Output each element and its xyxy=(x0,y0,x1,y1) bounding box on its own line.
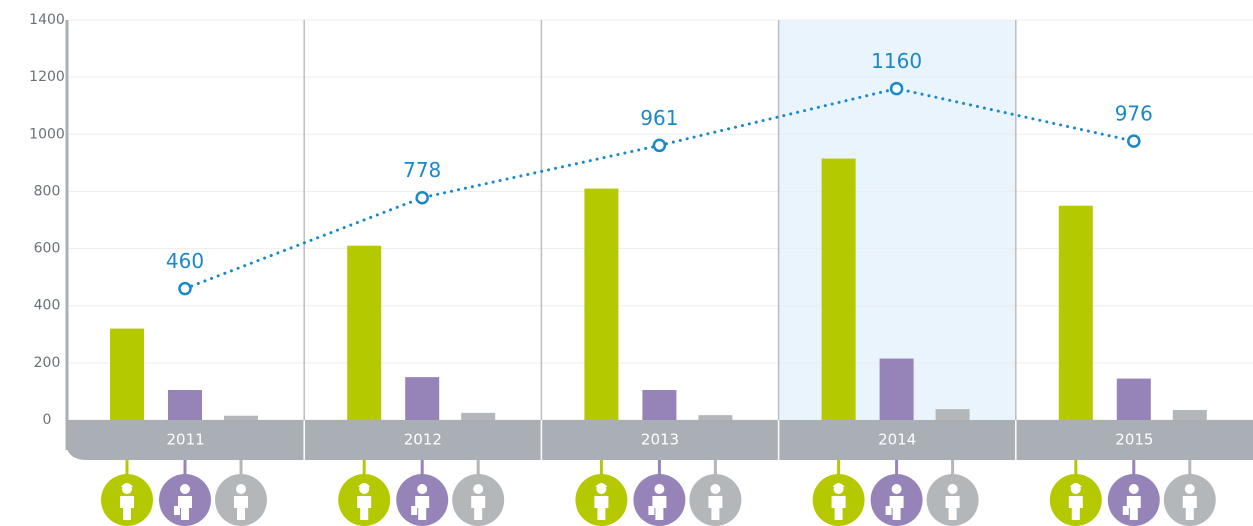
y-tick-label: 1400 xyxy=(29,12,65,28)
icon-body xyxy=(652,496,667,520)
icon-case xyxy=(885,506,892,515)
icon-case xyxy=(648,506,655,515)
icon-head xyxy=(417,484,428,494)
bar xyxy=(1058,205,1093,420)
y-tick-label: 1000 xyxy=(29,126,65,142)
bar xyxy=(347,245,382,420)
icon-head xyxy=(891,484,902,494)
icon-head xyxy=(473,484,484,494)
bar xyxy=(168,390,202,420)
bar xyxy=(461,412,496,420)
person-icon xyxy=(926,474,979,526)
data-label: 976 xyxy=(1115,102,1153,126)
line-marker xyxy=(889,81,904,96)
icon-body xyxy=(945,496,960,520)
icon-body xyxy=(178,496,192,520)
person-icon xyxy=(870,474,923,526)
icon-case xyxy=(411,506,418,515)
y-tick-label: 0 xyxy=(43,412,52,428)
data-label: 460 xyxy=(166,249,204,273)
person-icon xyxy=(101,474,153,526)
icon-helmet xyxy=(121,483,133,487)
line-marker xyxy=(652,138,667,153)
icon-body xyxy=(831,496,846,520)
bar xyxy=(821,158,856,421)
icon-head xyxy=(1184,484,1195,494)
data-label: 1160 xyxy=(871,49,922,73)
icon-helmet xyxy=(1069,483,1082,487)
bar xyxy=(224,415,258,420)
bar xyxy=(698,415,733,420)
icon-helmet xyxy=(832,483,845,487)
y-tick-label: 400 xyxy=(34,298,61,314)
line-marker xyxy=(178,281,192,296)
bar xyxy=(642,390,677,420)
person-icon xyxy=(1163,474,1216,526)
bar xyxy=(935,409,970,420)
person-icon xyxy=(396,474,449,526)
icon-body xyxy=(471,496,486,520)
person-icon xyxy=(633,474,686,526)
person-icon xyxy=(1107,474,1160,526)
y-tick-label: 800 xyxy=(34,183,61,199)
y-tick-label: 200 xyxy=(34,355,61,371)
x-tick-label: 2013 xyxy=(641,431,679,449)
person-icon xyxy=(452,474,505,526)
icon-body xyxy=(594,496,609,520)
icon-case xyxy=(174,506,180,515)
icon-head xyxy=(654,484,665,494)
icon-body xyxy=(1126,496,1141,520)
data-label: 778 xyxy=(403,158,441,182)
x-tick-label: 2015 xyxy=(1115,431,1153,449)
icon-body xyxy=(708,496,723,520)
icon-body xyxy=(415,496,430,520)
icon-body xyxy=(1182,496,1197,520)
y-tick-label: 600 xyxy=(34,241,61,257)
person-icon xyxy=(338,474,391,526)
icon-body xyxy=(120,496,134,520)
person-icon xyxy=(812,474,865,526)
icon-helmet xyxy=(595,483,608,487)
icon-body xyxy=(889,496,904,520)
x-tick-label: 2012 xyxy=(404,431,442,449)
line-marker xyxy=(1127,134,1141,148)
x-tick-label: 2014 xyxy=(878,431,916,449)
icon-head xyxy=(236,484,246,494)
person-icon xyxy=(215,474,267,526)
year-band xyxy=(65,420,1253,460)
icon-head xyxy=(1128,484,1139,494)
y-tick-label: 1200 xyxy=(29,69,65,85)
person-icon xyxy=(159,474,211,526)
person-icon xyxy=(575,474,628,526)
person-icon xyxy=(1049,474,1102,526)
icon-head xyxy=(180,484,190,494)
icon-head xyxy=(710,484,721,494)
icon-helmet xyxy=(358,483,371,487)
bar xyxy=(405,377,440,420)
data-label: 961 xyxy=(640,106,678,130)
bar xyxy=(1116,378,1151,420)
icon-head xyxy=(947,484,958,494)
bar xyxy=(1172,410,1207,420)
icon-body xyxy=(234,496,248,520)
icon-body xyxy=(357,496,372,520)
icon-body xyxy=(1068,496,1083,520)
bar xyxy=(584,188,619,420)
bar xyxy=(110,328,144,420)
x-tick-label: 2011 xyxy=(167,431,205,449)
icon-case xyxy=(1122,506,1129,515)
line-marker xyxy=(415,190,429,205)
person-icon xyxy=(689,474,742,526)
bar xyxy=(879,358,914,420)
